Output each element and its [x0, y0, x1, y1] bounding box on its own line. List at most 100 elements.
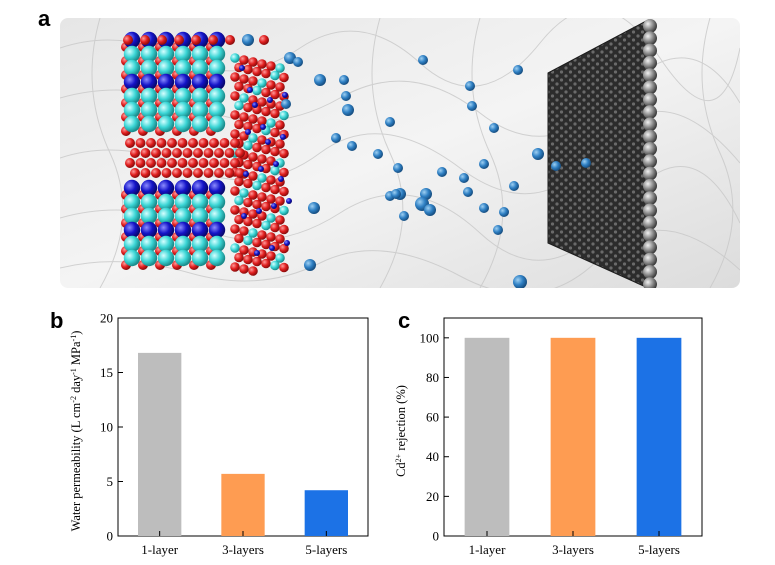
oxygen-atom	[252, 85, 262, 96]
metal-atom	[254, 250, 260, 256]
cd-ion	[341, 91, 351, 101]
oxygen-atom	[270, 127, 280, 138]
oxygen-atom	[239, 245, 249, 255]
oxygen-atom	[167, 158, 177, 168]
oxygen-atom	[279, 224, 289, 235]
oxygen-atom	[275, 82, 285, 92]
metal-atom	[282, 92, 288, 98]
oxygen-atom	[261, 68, 271, 79]
metal-atom	[278, 176, 284, 182]
oxygen-atom	[248, 266, 258, 276]
carbon-atom	[643, 252, 657, 267]
oxygen-atom	[266, 213, 276, 223]
oxygen-atom	[135, 158, 146, 168]
cd-ion	[331, 133, 341, 143]
oxygen-atom	[270, 165, 280, 176]
oxygen-atom	[279, 186, 289, 197]
oxygen-atom	[252, 180, 262, 191]
oxygen-atom	[234, 195, 244, 206]
carbon-atom	[643, 265, 657, 279]
oxygen-atom	[225, 35, 235, 45]
oxygen-atom	[230, 129, 240, 139]
y-tick-label: 15	[100, 365, 113, 380]
carbon-atom	[643, 203, 657, 218]
cd-ion	[399, 211, 409, 221]
y-tick-label: 20	[100, 311, 113, 326]
oxygen-atom	[243, 216, 253, 227]
carbon-atom	[643, 166, 657, 181]
oxygen-atom	[239, 226, 249, 236]
oxygen-atom	[140, 35, 150, 45]
y-tick-label: 10	[100, 420, 113, 435]
oxygen-atom	[248, 209, 258, 219]
metal-atom	[280, 134, 286, 140]
cyan-atom	[191, 115, 209, 133]
oxygen-atom	[230, 72, 240, 82]
y-tick-label: 20	[426, 489, 439, 504]
oxygen-atom	[279, 167, 289, 178]
oxygen-atom	[239, 112, 249, 122]
oxygen-atom	[261, 106, 271, 117]
oxygen-atom	[275, 63, 285, 73]
oxygen-atom	[191, 35, 201, 45]
cyan-atom	[140, 207, 158, 225]
oxygen-atom	[177, 158, 188, 168]
cyan-atom	[191, 101, 209, 119]
oxygen-atom	[125, 138, 135, 148]
cyan-atom	[208, 59, 226, 77]
cd-ion	[463, 187, 473, 197]
cyan-atom	[123, 115, 141, 133]
metal-atom	[123, 221, 141, 239]
graphene-edge-atoms	[643, 19, 657, 288]
bar-5-layers	[636, 337, 682, 536]
oxygen-atom	[266, 251, 276, 261]
metal-atom	[271, 203, 277, 209]
oxygen-atom	[270, 89, 280, 100]
oxygen-atom	[243, 64, 253, 75]
oxygen-atom	[266, 194, 276, 204]
oxygen-atom	[235, 148, 245, 158]
x-axis-ticks-b: 1-layer 3-layers 5-layers	[141, 531, 347, 557]
oxygen-atom	[125, 158, 135, 168]
oxygen-atom	[275, 120, 285, 130]
cd-ion	[479, 203, 489, 213]
oxygen-atom	[209, 158, 219, 168]
chart-cd-rejection: 0 20 40 60 80 100 1-layer 3-layers 5-layers Cd2…	[394, 317, 703, 557]
y-tick-label: 40	[426, 449, 439, 464]
metal-atom	[267, 97, 273, 103]
metal-atom	[157, 73, 175, 91]
oxygen-atom	[193, 148, 203, 158]
oxygen-atom	[248, 190, 258, 200]
carbon-atom	[643, 31, 657, 46]
oxygen-atom	[239, 188, 249, 198]
cyan-atom	[123, 235, 141, 253]
oxygen-atom	[230, 224, 240, 234]
cyan-atom	[191, 193, 209, 211]
cyan-atom	[157, 59, 175, 77]
cyan-atom	[123, 207, 141, 225]
y-tick-label: 80	[426, 370, 439, 385]
y-tick-label: 100	[420, 330, 440, 345]
oxygen-atom	[248, 133, 258, 143]
oxygen-atom	[230, 158, 240, 168]
cyan-atom	[174, 235, 192, 253]
oxygen-atom	[198, 158, 209, 168]
cd-ion	[314, 74, 326, 86]
cd-ion	[347, 141, 357, 151]
panel-label-c: c	[398, 308, 411, 333]
oxygen-atom	[224, 168, 235, 178]
oxygen-atom	[248, 228, 258, 238]
cyan-atom	[208, 235, 226, 253]
carbon-atom	[643, 215, 657, 230]
oxygen-atom	[279, 148, 289, 159]
cyan-atom	[140, 45, 158, 63]
metal-atom	[252, 102, 258, 108]
cyan-atom	[191, 45, 209, 63]
oxygen-atom	[234, 233, 244, 244]
cyan-atom	[123, 101, 141, 119]
x-axis-ticks-c: 1-layer 3-layers 5-layers	[469, 531, 680, 557]
oxygen-atom	[239, 74, 249, 84]
oxygen-atom	[156, 138, 167, 148]
cyan-atom	[123, 249, 141, 267]
oxygen-atom	[214, 168, 224, 178]
